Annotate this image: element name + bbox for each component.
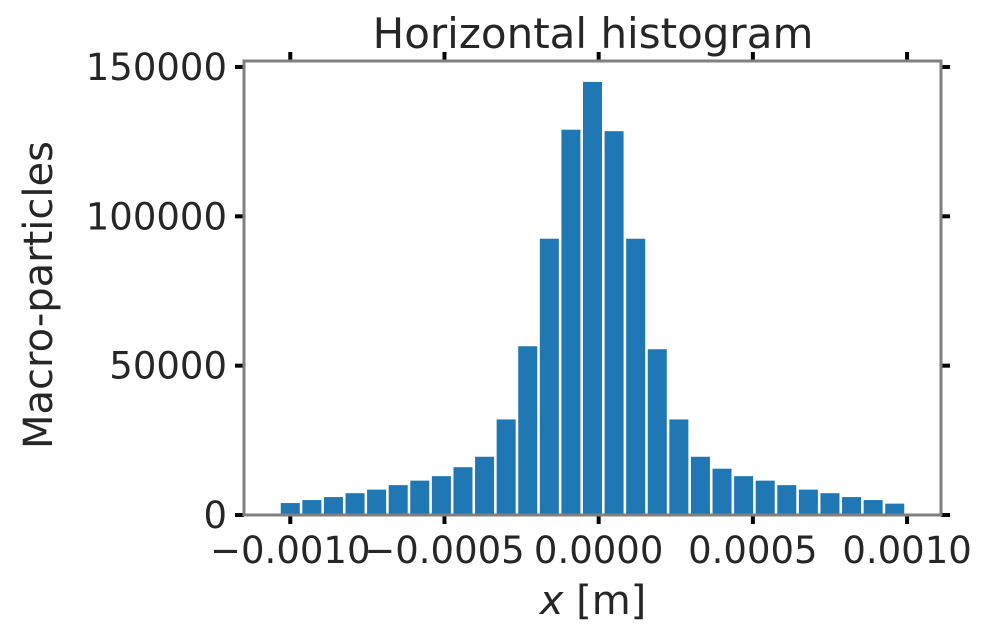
x-axis-title: x [m] <box>538 578 647 624</box>
histogram-bar <box>669 419 689 515</box>
histogram-bar <box>755 480 775 515</box>
histogram-bar <box>323 497 343 515</box>
histogram-bar <box>712 468 732 515</box>
histogram-bar <box>885 503 905 515</box>
histogram-bar <box>798 489 818 515</box>
histogram-bar <box>453 467 473 515</box>
histogram-bar <box>626 238 646 515</box>
histogram-bar <box>842 497 862 515</box>
bars-group <box>280 81 905 515</box>
histogram-bar <box>518 346 538 515</box>
histogram-bar <box>690 456 710 515</box>
chart-title: Horizontal histogram <box>373 9 814 58</box>
histogram-bar <box>647 349 667 515</box>
y-tick-label: 150000 <box>86 46 227 89</box>
histogram-bar <box>734 476 754 515</box>
histogram-bar <box>561 129 581 515</box>
histogram-bar <box>496 419 516 515</box>
x-tick-label: −0.0005 <box>364 529 524 572</box>
y-tick-label: 0 <box>203 494 227 537</box>
x-tick-label: 0.0010 <box>842 529 971 572</box>
tick-labels-group: −0.0010−0.0005 0.0000 0.0005 0.0010 0 50000 10… <box>86 46 972 572</box>
x-tick-label: 0.0005 <box>688 529 817 572</box>
histogram-bar <box>475 456 495 515</box>
histogram-bar <box>367 489 387 515</box>
y-axis-title: Macro-particles <box>16 141 62 449</box>
histogram-bar <box>539 238 559 515</box>
histogram-bar <box>280 503 300 515</box>
plot-frame <box>242 59 943 517</box>
x-tick-label: 0.0000 <box>534 529 663 572</box>
histogram-bar <box>431 476 451 515</box>
histogram-bar <box>863 500 883 515</box>
histogram-bar <box>583 81 602 515</box>
x-tick-label: −0.0010 <box>210 529 370 572</box>
histogram-bar <box>388 485 408 515</box>
histogram-bar <box>777 485 797 515</box>
y-tick-label: 100000 <box>86 195 227 238</box>
histogram-bar <box>604 131 624 515</box>
histogram-bar <box>345 493 365 515</box>
y-tick-label: 50000 <box>109 345 227 388</box>
histogram-bar <box>820 493 840 515</box>
histogram-bar <box>410 480 430 515</box>
x-axis-variable: x <box>538 578 564 624</box>
histogram-bar <box>302 500 322 515</box>
x-axis-unit: [m] <box>563 578 646 624</box>
